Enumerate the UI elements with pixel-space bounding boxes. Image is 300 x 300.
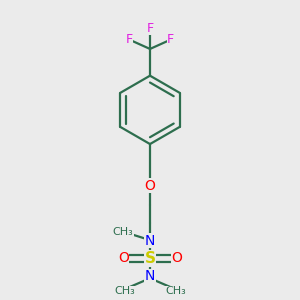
Text: N: N — [145, 234, 155, 248]
Text: CH₃: CH₃ — [114, 286, 135, 296]
Text: O: O — [118, 251, 129, 266]
Text: S: S — [145, 251, 155, 266]
Text: CH₃: CH₃ — [113, 227, 134, 237]
Text: F: F — [146, 22, 154, 34]
Text: N: N — [145, 269, 155, 283]
Text: O: O — [171, 251, 182, 266]
Text: F: F — [167, 33, 174, 46]
Text: F: F — [126, 33, 133, 46]
Text: O: O — [145, 179, 155, 193]
Text: CH₃: CH₃ — [165, 286, 186, 296]
